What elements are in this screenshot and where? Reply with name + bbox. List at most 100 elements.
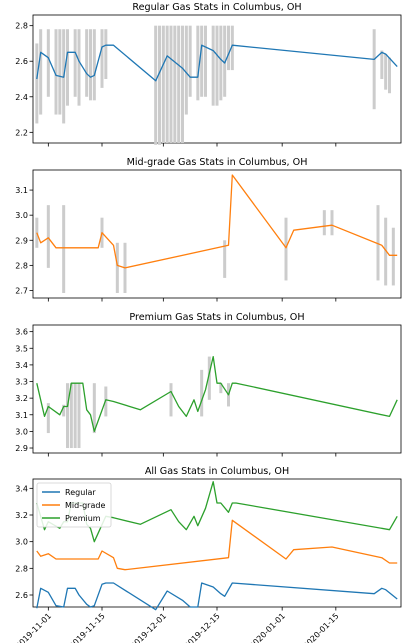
y-tick-label: 2.6 xyxy=(15,591,28,600)
range-bar xyxy=(181,25,184,144)
x-tick-label: 2019-11-01 xyxy=(14,611,53,643)
y-tick-label: 2.9 xyxy=(15,444,28,453)
panel-title: Mid-grade Gas Stats in Columbus, OH xyxy=(127,157,308,168)
chart-panel-premium: Premium Gas Stats in Columbus, OH 2.9 3.0 3… xyxy=(15,312,402,457)
range-bar xyxy=(46,29,50,97)
range-bar xyxy=(39,29,43,115)
range-bar xyxy=(66,29,69,106)
range-bar xyxy=(169,383,173,417)
range-bar xyxy=(227,25,230,71)
range-bar xyxy=(384,54,388,90)
x-tick-label: 2019-12-01 xyxy=(129,611,168,643)
range-bar xyxy=(92,383,96,434)
range-bar xyxy=(207,356,211,400)
range-bar xyxy=(46,205,50,268)
range-bar xyxy=(200,369,204,417)
range-bar xyxy=(73,29,77,97)
range-bar xyxy=(104,29,108,79)
range-bar xyxy=(58,29,62,115)
chart-panel-midgrade: Mid-grade Gas Stats in Columbus, OH 2.7 2.… xyxy=(15,157,402,302)
range-bar xyxy=(204,25,207,97)
range-bar xyxy=(35,43,39,124)
range-bar xyxy=(154,25,158,145)
range-bar xyxy=(372,29,376,110)
y-tick-label: 3.5 xyxy=(15,344,28,353)
legend-label: Premium xyxy=(65,514,101,523)
x-tick-label: 2020-01-01 xyxy=(248,611,287,643)
range-bar xyxy=(188,25,192,97)
series-line-regular xyxy=(36,582,398,611)
legend-box xyxy=(36,482,112,528)
x-tick-label: 2019-11-15 xyxy=(68,611,107,643)
range-bar xyxy=(54,29,58,115)
y-tick-label: 2.6 xyxy=(15,57,28,66)
range-bar xyxy=(69,383,73,449)
range-bar xyxy=(92,29,96,101)
y-tick-label: 3.2 xyxy=(15,511,28,520)
range-bar xyxy=(211,25,215,106)
range-bar xyxy=(376,205,380,281)
range-bar xyxy=(330,210,334,236)
range-bar xyxy=(230,25,234,71)
plot-frame xyxy=(32,324,402,454)
range-bar xyxy=(223,25,227,97)
panel-title: All Gas Stats in Columbus, OH xyxy=(145,466,289,477)
y-tick-label: 3.0 xyxy=(15,427,28,436)
plot-frame xyxy=(32,169,402,299)
y-tick-label: 2.9 xyxy=(15,236,28,245)
y-tick-label: 3.6 xyxy=(15,328,28,337)
range-bar xyxy=(391,227,395,286)
panel-title: Regular Gas Stats in Columbus, OH xyxy=(132,2,301,13)
y-tick-label: 2.8 xyxy=(15,564,28,573)
range-bar xyxy=(77,29,81,106)
y-tick-label: 2.7 xyxy=(15,286,28,295)
y-tick-label: 3.4 xyxy=(15,484,28,493)
series-line-regular xyxy=(36,44,398,82)
range-bar xyxy=(284,217,288,281)
y-tick-label: 3.0 xyxy=(15,211,28,220)
range-bar xyxy=(177,25,181,144)
range-bar xyxy=(73,383,77,449)
y-tick-label: 2.4 xyxy=(15,93,28,102)
range-bar xyxy=(169,25,173,144)
chart-panel-all: All Gas Stats in Columbus, OH 2.6 2.8 3.0 3.… xyxy=(14,466,402,643)
y-tick-label: 3.1 xyxy=(15,186,28,195)
range-bar xyxy=(196,25,200,101)
y-tick-label: 3.0 xyxy=(15,538,28,547)
range-bar xyxy=(322,210,326,236)
x-tick-label: 2019-12-15 xyxy=(183,611,222,643)
range-bar xyxy=(77,383,81,449)
range-bar xyxy=(380,50,384,79)
series-line-mid-grade xyxy=(36,519,398,571)
y-tick-label: 3.4 xyxy=(15,361,28,370)
chart-panel-regular: Regular Gas Stats in Columbus, OH 2.2 2.4 2… xyxy=(15,2,402,147)
y-tick-label: 3.3 xyxy=(15,378,28,387)
range-bar xyxy=(85,29,89,97)
range-bar xyxy=(161,25,165,144)
range-bar xyxy=(158,25,161,145)
y-tick-label: 2.8 xyxy=(15,261,28,270)
y-tick-label: 3.2 xyxy=(15,394,28,403)
range-bar xyxy=(219,25,223,101)
series-line-premium xyxy=(36,355,398,433)
range-bar xyxy=(89,29,92,101)
range-bar xyxy=(223,240,227,278)
range-bar xyxy=(115,242,119,293)
range-bar xyxy=(62,205,66,293)
range-bar xyxy=(388,57,391,94)
range-bar xyxy=(200,25,204,97)
panel-title: Premium Gas Stats in Columbus, OH xyxy=(129,312,304,323)
legend-label: Regular xyxy=(65,488,96,497)
y-tick-label: 2.2 xyxy=(15,128,28,137)
range-bar xyxy=(62,404,66,417)
y-tick-label: 2.8 xyxy=(15,22,28,31)
range-bar xyxy=(173,25,177,144)
range-bar xyxy=(184,25,188,115)
series-line-mid-grade xyxy=(36,174,398,269)
range-bar xyxy=(46,403,50,434)
range-bar xyxy=(219,383,223,394)
range-bar xyxy=(66,383,69,449)
range-bar xyxy=(100,29,104,88)
legend-label: Mid-grade xyxy=(65,501,105,510)
